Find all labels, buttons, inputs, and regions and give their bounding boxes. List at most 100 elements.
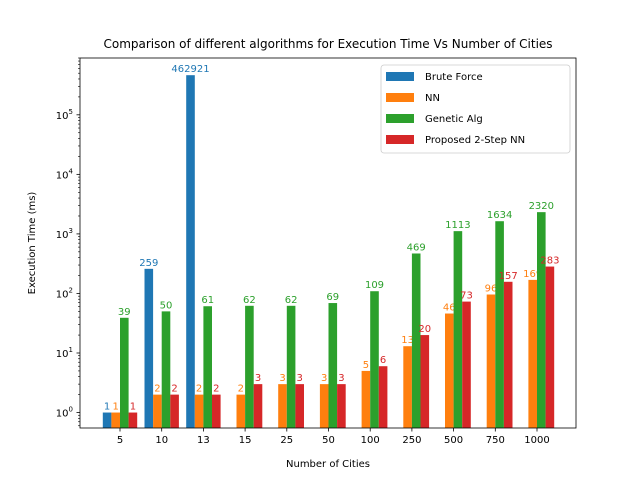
bar [337, 384, 346, 428]
data-label: 259 [139, 258, 158, 269]
bar [328, 303, 338, 428]
bar [453, 231, 463, 428]
y-axis: 100 101 102 103 104 105 [56, 57, 80, 427]
legend-swatch [386, 72, 414, 81]
x-axis: 5 10 13 15 25 50 100 250 500 750 1000 [117, 428, 550, 446]
data-label: 5 [363, 360, 369, 371]
bar [111, 412, 120, 428]
legend-swatch [386, 93, 414, 102]
bar [212, 394, 221, 428]
bar [286, 305, 296, 428]
bar [253, 384, 263, 428]
bar [236, 394, 246, 428]
data-label: 469 [407, 242, 426, 253]
bar [495, 221, 504, 428]
bar [102, 412, 112, 428]
bar [194, 394, 204, 428]
x-tick-label: 25 [280, 435, 293, 446]
chart-title: Comparison of different algorithms for E… [103, 37, 552, 51]
legend-label: Genetic Alg [425, 114, 483, 125]
bar [319, 384, 329, 428]
data-label: 3 [338, 373, 344, 384]
data-label: 46 [443, 303, 456, 314]
data-label: 13 [401, 335, 414, 346]
x-tick-label: 750 [486, 435, 505, 446]
y-tick-label: 101 [56, 346, 73, 360]
data-label: 283 [540, 256, 559, 267]
bar [537, 212, 546, 428]
legend: Brute Force NN Genetic Alg Proposed 2-Step … [380, 64, 571, 154]
bar [462, 301, 471, 428]
bar [545, 266, 555, 428]
data-label: 6 [380, 355, 386, 366]
bar [120, 317, 129, 428]
y-axis-label: Execution Time (ms) [27, 192, 38, 295]
bar [128, 412, 138, 428]
bar [528, 279, 537, 428]
legend-swatch [386, 135, 414, 144]
x-tick-label: 5 [117, 435, 123, 446]
data-label: 169 [523, 269, 542, 280]
data-label: 1 [113, 402, 119, 413]
data-label: 1634 [487, 210, 512, 221]
x-axis-label: Number of Cities [286, 459, 370, 470]
data-label: 96 [485, 284, 498, 295]
data-label: 3 [321, 373, 327, 384]
data-label: 2 [154, 384, 160, 395]
x-tick-label: 13 [197, 435, 210, 446]
x-tick-label: 1000 [524, 435, 549, 446]
legend-swatch [386, 114, 414, 123]
bar [411, 253, 421, 428]
legend-label: NN [425, 93, 440, 104]
bar [420, 335, 430, 428]
bar [161, 311, 171, 428]
data-label: 2320 [529, 201, 554, 212]
x-tick-label: 250 [402, 435, 421, 446]
y-tick-label: 102 [56, 286, 73, 300]
y-tick-label: 105 [56, 108, 73, 122]
legend-frame [380, 64, 571, 154]
bar [245, 305, 254, 428]
data-label: 39 [118, 307, 131, 318]
bar [295, 384, 304, 428]
bar [144, 268, 154, 428]
data-label: 3 [255, 373, 261, 384]
data-label: 3 [297, 373, 303, 384]
bar [170, 394, 179, 428]
bar [445, 313, 454, 428]
data-label: 2 [196, 384, 202, 395]
data-label: 50 [160, 300, 173, 311]
y-tick-label: 100 [56, 406, 73, 420]
x-tick-label: 50 [322, 435, 335, 446]
bar [203, 306, 212, 428]
bar [361, 370, 371, 428]
data-label: 73 [460, 291, 473, 302]
data-label: 109 [365, 280, 384, 291]
x-tick-label: 10 [155, 435, 168, 446]
data-label: 61 [201, 295, 214, 306]
data-label: 20 [418, 324, 431, 335]
data-label: 2 [213, 384, 219, 395]
data-label: 69 [326, 292, 339, 303]
data-label: 3 [279, 373, 285, 384]
legend-label: Brute Force [425, 72, 483, 83]
bar [503, 281, 513, 428]
y-tick-label: 104 [56, 167, 74, 181]
data-label: 1113 [445, 220, 470, 231]
data-label: 2 [171, 384, 177, 395]
data-label: 62 [285, 295, 298, 306]
x-tick-label: 15 [239, 435, 252, 446]
data-label: 2 [238, 384, 244, 395]
bar [278, 384, 287, 428]
data-label: 1 [104, 402, 110, 413]
data-label: 62 [243, 295, 256, 306]
y-tick-label: 103 [56, 227, 73, 241]
bar [403, 346, 412, 428]
legend-label: Proposed 2-Step NN [425, 135, 525, 146]
bar [486, 294, 496, 428]
data-label: 1 [130, 402, 136, 413]
bar [378, 366, 388, 428]
bar [186, 75, 195, 428]
